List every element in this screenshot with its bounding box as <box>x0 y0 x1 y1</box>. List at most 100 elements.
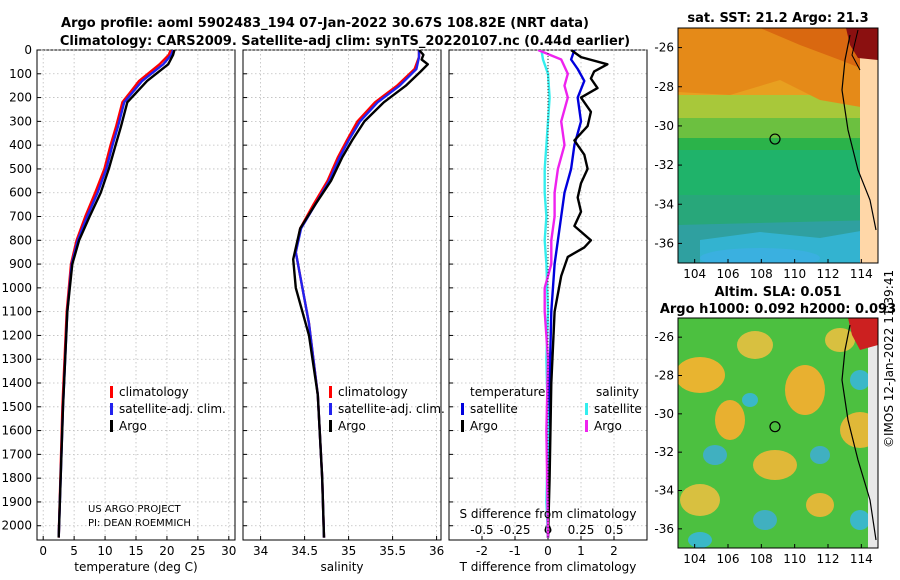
legend-label-satellite: satellite-adj. clim. <box>119 402 226 416</box>
legend-swatch-t-argo <box>461 420 464 432</box>
depth-tick-label: 1900 <box>1 495 32 509</box>
map-y-tick-label: -30 <box>654 119 674 133</box>
series-line-climatology <box>57 50 172 538</box>
x-tick-label: 34 <box>253 544 268 558</box>
depth-tick-label: 600 <box>9 186 32 200</box>
depth-tick-label: 1100 <box>1 305 32 319</box>
legend-swatch-s-argo <box>585 420 588 432</box>
depth-tick-label: 500 <box>9 162 32 176</box>
x-tick-label: -1 <box>509 544 521 558</box>
x-tick-label: 2 <box>610 544 618 558</box>
map-x-tick-label: 108 <box>750 267 773 281</box>
sst-map-ticks: 104 106 108 110 112 114 -26 -28 -30 -32 -34 -36 <box>654 41 872 281</box>
salinity-tick-labels: 34 34.5 35 35.5 36 <box>253 536 444 558</box>
temperature-legend: climatology satellite-adj. clim. Argo <box>110 385 226 433</box>
imos-timestamp: ©IMOS 12-Jan-2022 11:39:41 <box>882 270 896 448</box>
x-tick-label: 25 <box>190 544 205 558</box>
x-tick-label: 15 <box>128 544 143 558</box>
series-line-argo <box>57 50 176 538</box>
map-x-tick-label: 106 <box>717 267 740 281</box>
s-tick-label: 0.5 <box>604 523 623 537</box>
s-tick-label: 0.25 <box>568 523 595 537</box>
temperature-grid <box>37 49 235 540</box>
map-y-tick-label: -30 <box>654 407 674 421</box>
salinity-axes-frame <box>242 49 442 541</box>
project-annotation: US ARGO PROJECT <box>88 504 182 515</box>
legend-label-argo: Argo <box>119 419 147 433</box>
salinity-profiles <box>292 50 429 538</box>
depth-tick-label: 1700 <box>1 447 32 461</box>
x-tick-label: 0 <box>544 544 552 558</box>
salinity-grid <box>243 49 441 540</box>
difference-grid <box>449 49 647 540</box>
legend-title-temperature: temperature <box>470 385 545 399</box>
x-tick-label: 34.5 <box>291 544 318 558</box>
map-x-tick-label: 114 <box>850 552 873 566</box>
figure-title-line2: Climatology: CARS2009. Satellite-adj cli… <box>60 34 630 49</box>
map-x-tick-label: 106 <box>717 552 740 566</box>
depth-tick-labels: 0 100 200 300 400 500 600 700 800 900 1000 1100 1200… <box>1 43 453 533</box>
depth-tick-label: 1400 <box>1 376 32 390</box>
legend-swatch-satellite <box>110 403 113 415</box>
depth-tick-label: 400 <box>9 138 32 152</box>
legend-swatch-climatology <box>110 386 113 398</box>
series-line-t-argo <box>546 50 609 538</box>
map-y-tick-label: -34 <box>654 484 674 498</box>
temperature-profiles <box>57 50 176 538</box>
x-tick-label: 0 <box>39 544 47 558</box>
map-y-tick-label: -34 <box>654 197 674 211</box>
map-y-tick-label: -26 <box>654 41 674 55</box>
sst-map-image <box>678 28 878 263</box>
sla-map-title2: Argo h1000: 0.092 h2000: 0.093 <box>660 302 896 317</box>
x-tick-label: 30 <box>221 544 236 558</box>
depth-tick-label: 800 <box>9 233 32 247</box>
legend-label-s-argo: Argo <box>594 419 622 433</box>
legend-label-t-argo: Argo <box>470 419 498 433</box>
depth-tick-label: 1000 <box>1 281 32 295</box>
x-tick-label: 36 <box>429 544 444 558</box>
sst-map-frame <box>677 27 879 264</box>
map-y-tick-label: -28 <box>654 369 674 383</box>
depth-tick-label: 100 <box>9 67 32 81</box>
map-y-tick-label: -36 <box>654 522 674 536</box>
temperature-xlabel: temperature (deg C) <box>74 560 197 574</box>
sla-map-image <box>678 318 878 548</box>
depth-tick-label: 1300 <box>1 352 32 366</box>
map-x-tick-label: 110 <box>783 552 806 566</box>
map-y-tick-label: -28 <box>654 80 674 94</box>
legend-label-satellite: satellite-adj. clim. <box>338 402 445 416</box>
x-tick-label: 35.5 <box>379 544 406 558</box>
map-x-tick-label: 110 <box>783 267 806 281</box>
series-line-climatology <box>294 50 421 538</box>
depth-tick-label: 0 <box>24 43 32 57</box>
map-y-tick-label: -26 <box>654 330 674 344</box>
figure-title-line1: Argo profile: aoml 5902483_194 07-Jan-20… <box>61 16 589 31</box>
depth-tick-label: 1800 <box>1 471 32 485</box>
difference-legend: temperature salinity satellite Argo sate… <box>461 385 642 433</box>
argo-location-marker <box>769 421 781 433</box>
legend-label-s-satellite: satellite <box>594 402 642 416</box>
map-x-tick-label: 104 <box>683 267 706 281</box>
x-tick-label: 35 <box>341 544 356 558</box>
salinity-xlabel: salinity <box>320 560 363 574</box>
depth-tick-label: 300 <box>9 114 32 128</box>
map-x-tick-label: 112 <box>817 552 840 566</box>
depth-tick-label: 1200 <box>1 328 32 342</box>
s-tick-label: -0.25 <box>499 523 530 537</box>
depth-tick-label: 1600 <box>1 424 32 438</box>
s-tick-label: -0.5 <box>470 523 493 537</box>
depth-tick-label: 700 <box>9 210 32 224</box>
legend-swatch-s-satellite <box>585 403 588 415</box>
legend-label-t-satellite: satellite <box>470 402 518 416</box>
depth-tick-label: 900 <box>9 257 32 271</box>
depth-tick-label: 1500 <box>1 400 32 414</box>
legend-title-salinity: salinity <box>596 385 639 399</box>
depth-tick-label: 200 <box>9 91 32 105</box>
sla-map-frame <box>677 317 879 549</box>
sst-map-title: sat. SST: 21.2 Argo: 21.3 <box>687 11 868 26</box>
legend-swatch-argo <box>329 420 332 432</box>
legend-swatch-argo <box>110 420 113 432</box>
x-tick-label: 1 <box>577 544 585 558</box>
